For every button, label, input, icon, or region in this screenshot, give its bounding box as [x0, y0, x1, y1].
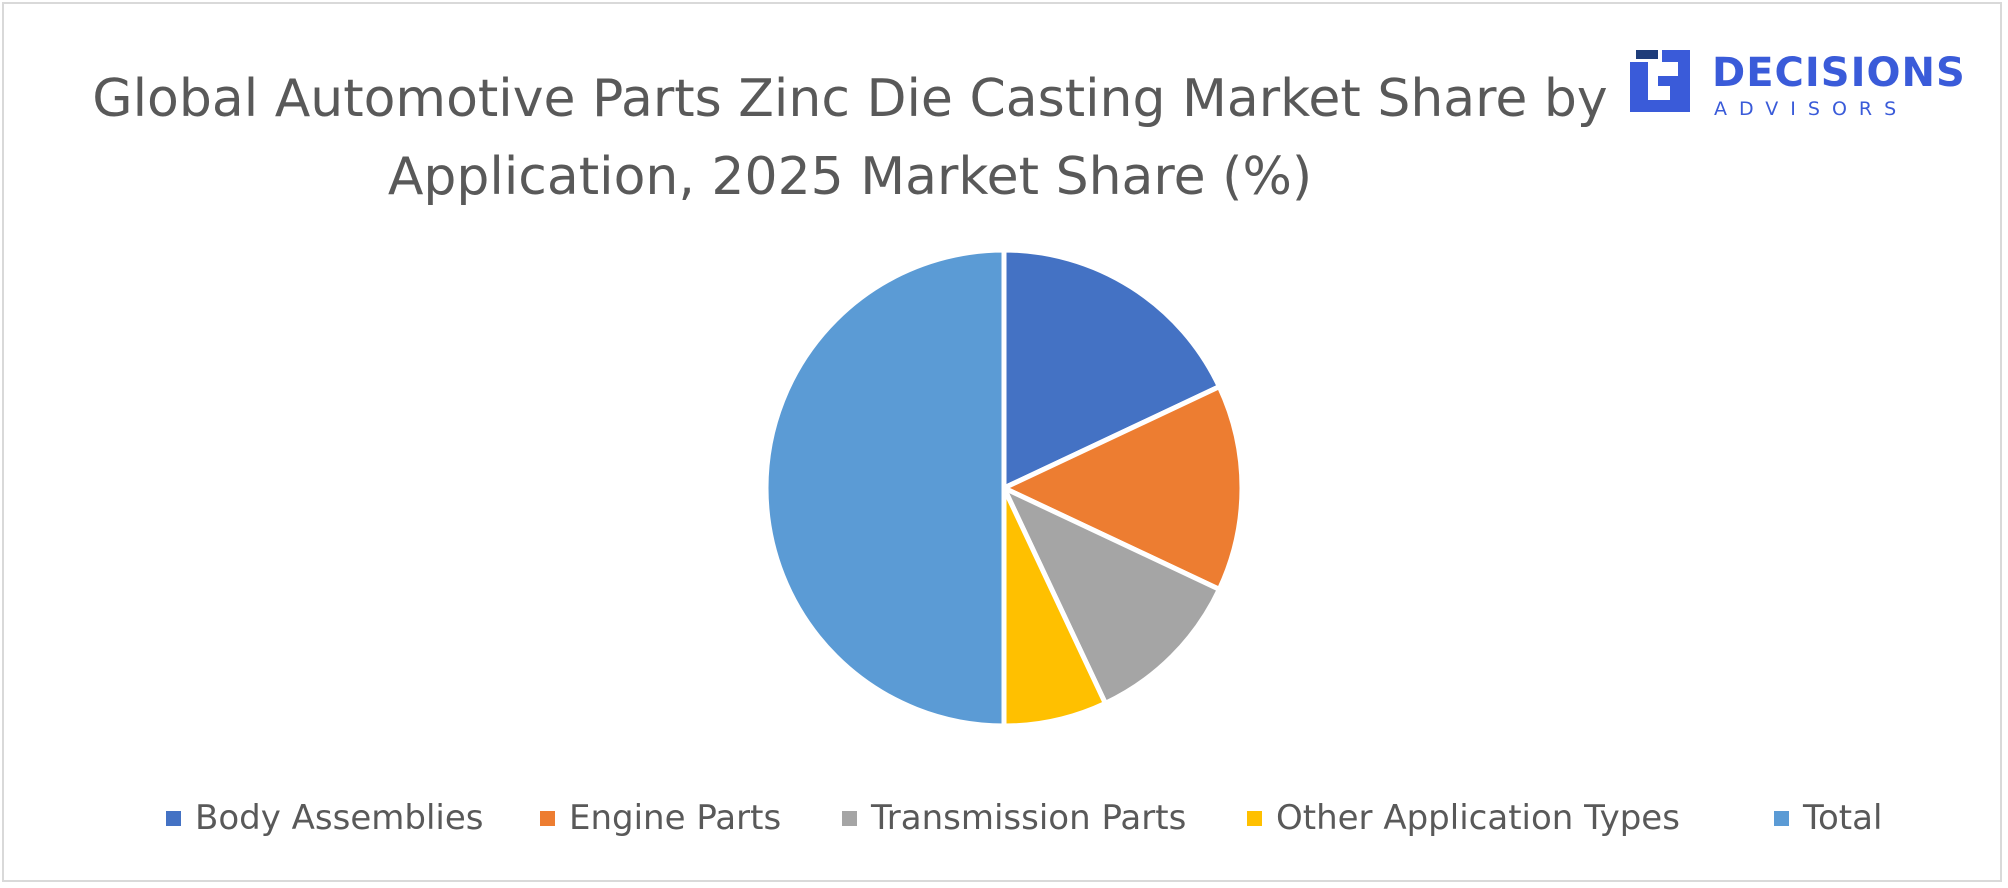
- decisions-advisors-logo: DECISIONS ADVISORS: [1628, 46, 1978, 126]
- legend-item-other-application-types: Other Application Types: [1247, 796, 1680, 840]
- legend-swatch: [842, 810, 857, 826]
- legend-item-transmission-parts: Transmission Parts: [842, 796, 1186, 840]
- legend-swatch: [1774, 810, 1789, 826]
- logo-text-sub: ADVISORS: [1714, 98, 1909, 120]
- pie-slice-body-assemblies: [1001, 247, 1222, 491]
- logo-text-main: DECISIONS: [1712, 50, 1966, 96]
- chart-title: Global Automotive Parts Zinc Die Casting…: [92, 69, 1608, 207]
- legend-swatch: [1247, 810, 1262, 826]
- legend-swatch: [540, 810, 555, 826]
- legend-label: Total: [1803, 798, 1883, 838]
- legend-label: Transmission Parts: [871, 798, 1187, 838]
- legend-item-body-assemblies: Body Assemblies: [166, 796, 483, 840]
- legend-item-engine-parts: Engine Parts: [540, 796, 781, 840]
- legend-swatch: [166, 810, 181, 826]
- chart-legend: Body Assemblies Engine Parts Transmission …: [0, 796, 2008, 840]
- pie-slices: [763, 247, 1245, 729]
- legend-item-total: Total: [1774, 796, 1882, 840]
- pie-slice-total: [763, 247, 1007, 729]
- legend-label: Body Assemblies: [195, 798, 484, 838]
- legend-label: Other Application Types: [1276, 798, 1680, 838]
- legend-label: Engine Parts: [569, 798, 782, 838]
- logo-mark-icon: [1630, 50, 1690, 112]
- pie-slice-engine-parts: [1001, 384, 1245, 592]
- pie-slice-transmission-parts: [1001, 485, 1222, 706]
